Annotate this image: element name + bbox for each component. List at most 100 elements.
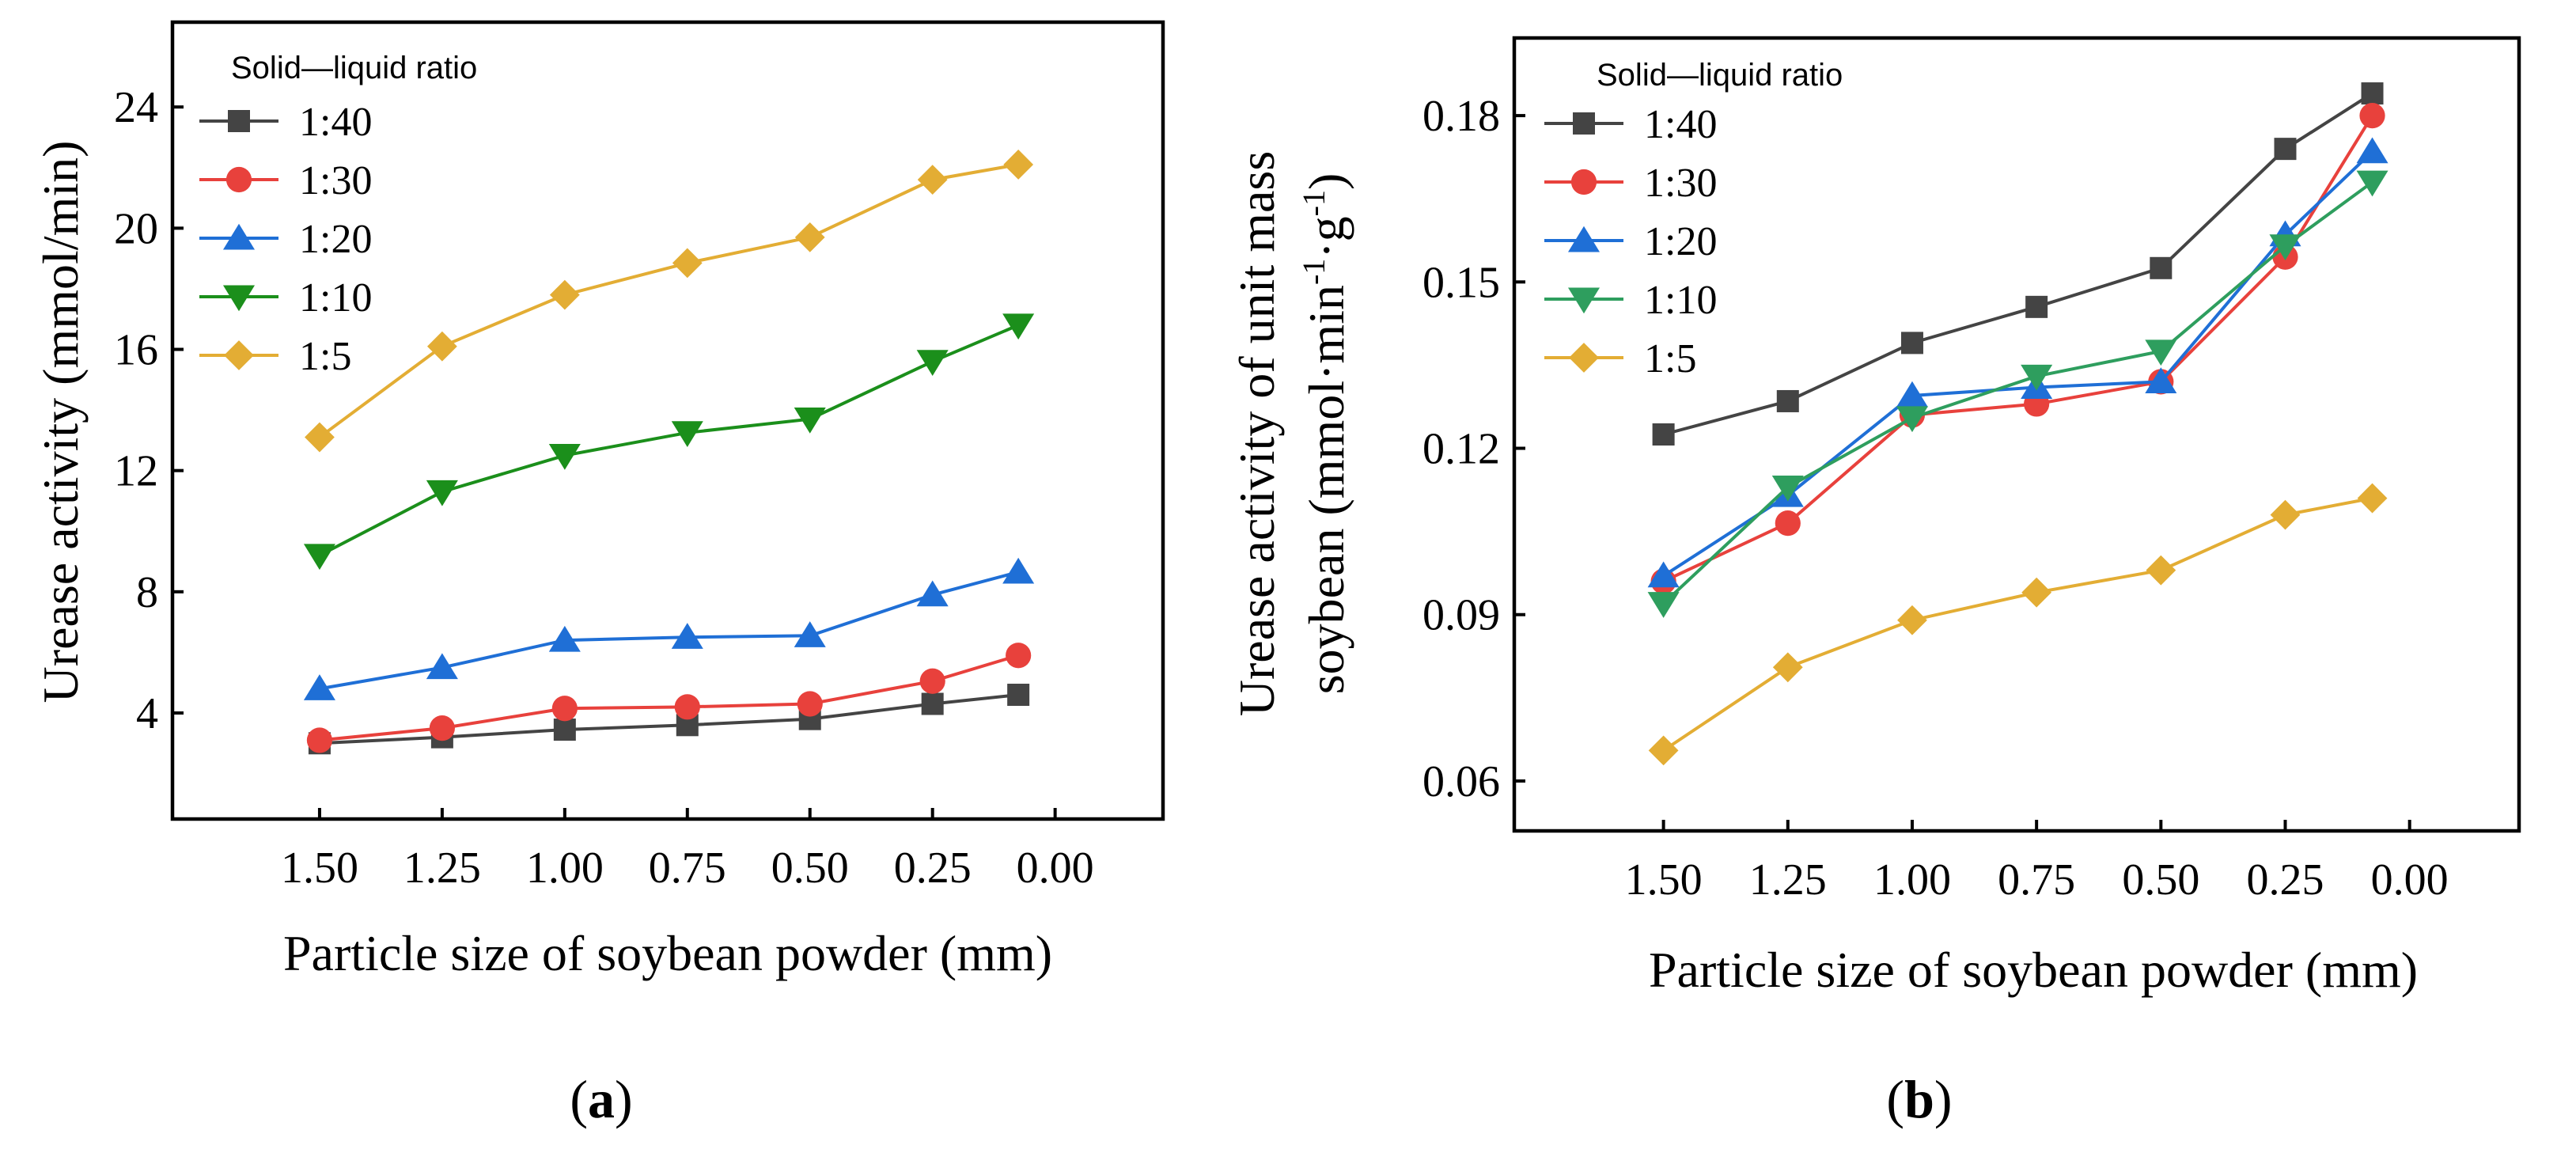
data-point [1771, 476, 1804, 502]
data-point [426, 331, 457, 362]
x-tick-label: 1.25 [403, 844, 481, 893]
series-a [303, 150, 1035, 755]
data-point [2270, 499, 2301, 530]
plot-frame-a [170, 20, 1165, 821]
data-point [2150, 256, 2173, 279]
series-line-1-20 [319, 571, 1019, 691]
legend-label: 1:40 [1644, 102, 1717, 147]
data-point [797, 691, 823, 717]
data-point [305, 422, 335, 453]
legend-marker [1567, 287, 1601, 314]
axes-a: 1.50 1.25 1.00 0.75 0.50 0.25 0.00 4 8 12 16 20 24 [114, 83, 1094, 893]
legend-label: 1:40 [299, 100, 372, 145]
y-tick-label: 0.18 [1422, 92, 1500, 141]
x-tick-label: 0.00 [1017, 844, 1094, 893]
data-point [1775, 510, 1801, 537]
series-line-1-5 [318, 162, 1019, 439]
legend-label: 1:5 [1644, 336, 1696, 381]
legend-marker [1573, 112, 1595, 135]
axes-b: 1.50 1.25 1.00 0.75 0.50 0.25 0.00 0.06 0.09 0.12… [1422, 92, 2449, 904]
data-point [671, 421, 703, 448]
y-tick-label: 8 [136, 568, 158, 617]
data-point [1647, 561, 1680, 588]
series-b [1647, 82, 2388, 766]
panel-label-a: (a) [570, 1069, 632, 1129]
data-point [2274, 138, 2297, 161]
data-point [1002, 313, 1035, 340]
data-point [1897, 605, 1927, 635]
x-tick-label: 0.25 [894, 844, 972, 893]
data-point [1002, 557, 1035, 584]
legend-b: Solid—liquid ratio 1:40 1:30 1:20 1:10 1:5 [1544, 58, 1843, 381]
legend-label: 1:20 [299, 217, 372, 262]
legend-marker [222, 223, 256, 250]
legend-label: 1:20 [1644, 219, 1717, 264]
x-axis-label-a: Particle size of soybean powder (mm) [283, 925, 1052, 981]
legend-label: 1:5 [299, 334, 351, 379]
y-tick-label: 4 [136, 689, 158, 738]
data-point [916, 580, 949, 607]
legend-marker [224, 340, 254, 370]
data-point [426, 653, 458, 680]
series-line-1-20 [1662, 150, 2373, 578]
legend-marker [225, 166, 252, 193]
data-point [1772, 652, 1803, 683]
data-point [1652, 423, 1675, 446]
y-tick-label: 0.12 [1422, 425, 1500, 474]
y-axis-label-b-line1: Urease activity of unit mass [1229, 151, 1285, 716]
x-tick-label: 1.50 [1625, 855, 1703, 904]
data-point [794, 621, 826, 647]
data-point [2021, 364, 2053, 391]
series-line-1-40 [319, 693, 1019, 745]
data-point [548, 625, 581, 652]
data-point [2359, 102, 2385, 129]
chart-panel-b: 1.50 1.25 1.00 0.75 0.50 0.25 0.00 0.06 0.09 0.12… [1229, 36, 2521, 1129]
data-point [2361, 82, 2384, 105]
x-tick-label: 0.75 [649, 844, 726, 893]
data-point [1006, 643, 1032, 669]
legend-title-b: Solid—liquid ratio [1597, 58, 1843, 93]
y-tick-label: 12 [114, 447, 158, 496]
data-point [303, 674, 335, 700]
x-tick-label: 0.50 [2122, 855, 2199, 904]
data-point [794, 408, 826, 434]
series-line-1-10 [1662, 180, 2373, 605]
panel-label-b: (b) [1886, 1069, 1952, 1129]
data-point [548, 443, 581, 470]
data-point [1647, 592, 1680, 618]
data-point [921, 692, 944, 715]
x-axis-label-b: Particle size of soybean powder (mm) [1649, 942, 2418, 998]
x-tick-label: 1.00 [1873, 855, 1951, 904]
x-tick-label: 0.75 [1998, 855, 2075, 904]
data-point [2357, 483, 2388, 514]
data-point [2025, 295, 2048, 318]
chart-panel-a: 1.50 1.25 1.00 0.75 0.50 0.25 0.00 4 8 12 16 20 24 S… [32, 20, 1165, 1129]
data-point [551, 696, 578, 722]
x-tick-label: 0.50 [771, 844, 849, 893]
legend-label: 1:30 [299, 158, 372, 203]
data-point [1896, 406, 1928, 433]
legend-label: 1:10 [1644, 278, 1717, 323]
y-tick-label: 0.06 [1422, 757, 1500, 806]
x-tick-label: 0.00 [2371, 855, 2449, 904]
data-point [674, 694, 700, 720]
legend-a: Solid—liquid ratio 1:40 1:30 1:20 1:10 1:5 [199, 51, 477, 379]
data-point [2269, 234, 2301, 260]
y-tick-label: 0.15 [1422, 258, 1500, 307]
y-axis-label-b-line2: soybean (mmol·min-1·g-1) [1296, 173, 1354, 695]
data-point [671, 623, 703, 649]
data-point [2145, 367, 2177, 393]
y-tick-label: 0.09 [1422, 591, 1500, 640]
series-line-1-30 [1662, 115, 2374, 583]
x-tick-label: 1.25 [1749, 855, 1827, 904]
data-point [306, 727, 333, 753]
legend-marker [1567, 226, 1601, 252]
legend-label: 1:10 [299, 275, 372, 320]
data-point [916, 350, 949, 377]
y-tick-label: 16 [114, 326, 158, 375]
plot-frame-b [1512, 36, 2521, 833]
x-tick-label: 1.00 [526, 844, 604, 893]
data-point [1648, 735, 1679, 766]
legend-marker [228, 110, 250, 132]
